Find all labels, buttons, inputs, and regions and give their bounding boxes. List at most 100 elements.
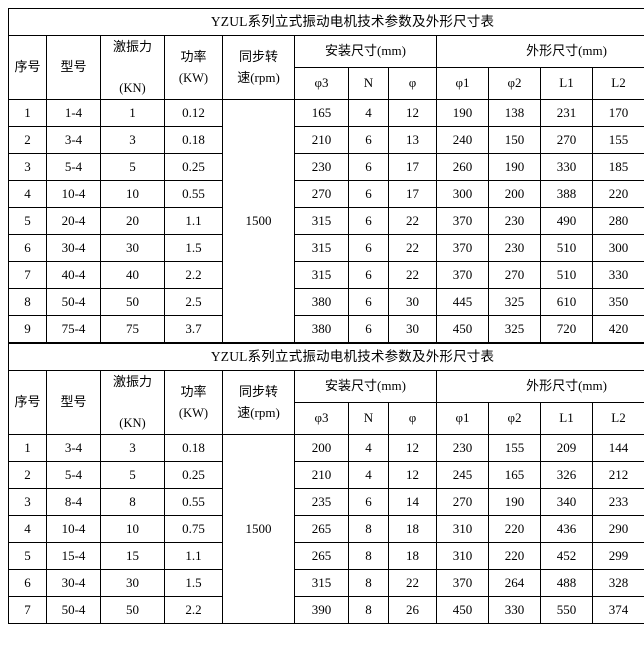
table-1-title: YZUL系列立式振动电机技术参数及外形尺寸表 [7,8,644,36]
cell-n: 6 [348,315,389,343]
cell-seq: 3 [8,488,47,516]
cell-model: 10-4 [46,180,101,208]
cell-l2: 299 [592,542,644,570]
cell-l2: 170 [592,99,644,127]
cell-force: 50 [100,596,165,624]
cell-force: 50 [100,288,165,316]
cell-phi2: 330 [488,596,541,624]
cell-seq: 1 [8,434,47,462]
cell-model: 15-4 [46,542,101,570]
table-row: 1 3-4 3 0.18 1500 200 4 12 230 155 209 1… [8,434,644,624]
cell-l2: 280 [592,207,644,235]
cell-seq: 3 [8,153,47,181]
cell-seq: 6 [8,234,47,262]
cell-power: 1.5 [164,234,223,262]
cell-power: 2.2 [164,261,223,289]
table-row: 1 1-4 1 0.12 1500 165 4 12 190 138 231 1… [8,99,644,343]
cell-sync-speed: 1500 [222,99,295,343]
header-n: N [348,402,389,435]
cell-n: 6 [348,234,389,262]
cell-phi3: 210 [294,461,349,489]
spec-table-1: YZUL系列立式振动电机技术参数及外形尺寸表 序号 型号 激振力 (KN) [7,8,644,343]
cell-phi1: 370 [436,234,489,262]
cell-l2: 185 [592,153,644,181]
cell-seq: 7 [8,261,47,289]
header-rpm-line1: 同步转 [238,383,278,399]
header-rpm-line2: 速(rpm) [237,404,280,420]
header-power-unit: (KW) [178,70,209,85]
cell-force: 8 [100,488,165,516]
cell-phi1: 230 [436,434,489,462]
cell-l2: 330 [592,261,644,289]
cell-force: 75 [100,315,165,343]
cell-l1: 490 [540,207,593,235]
cell-phi3: 315 [294,261,349,289]
header-n: N [348,67,389,100]
cell-l1: 488 [540,569,593,597]
cell-phi: 12 [388,434,437,462]
cell-l1: 231 [540,99,593,127]
cell-phi2: 230 [488,207,541,235]
cell-model: 50-4 [46,288,101,316]
cell-model: 30-4 [46,234,101,262]
cell-model: 5-4 [46,153,101,181]
header-phi2: φ2 [488,67,541,100]
cell-force: 5 [100,153,165,181]
cell-phi: 30 [388,288,437,316]
header-phi1: φ1 [436,402,489,435]
cell-power: 0.25 [164,153,223,181]
cell-seq: 2 [8,126,47,154]
cell-n: 4 [348,99,389,127]
cell-power: 2.5 [164,288,223,316]
cell-force: 3 [100,126,165,154]
spec-table-2: YZUL系列立式振动电机技术参数及外形尺寸表 序号 型号 激振力 (KN) [7,343,644,624]
cell-phi3: 315 [294,207,349,235]
header-power-name: 功率 [180,383,207,399]
cell-n: 6 [348,488,389,516]
cell-n: 4 [348,434,389,462]
cell-phi3: 270 [294,180,349,208]
cell-phi: 22 [388,569,437,597]
cell-l1: 326 [540,461,593,489]
cell-l1: 720 [540,315,593,343]
cell-power: 0.25 [164,461,223,489]
table-row: 7 40-4 40 2.2 315 6 22 370 270 510 330 1… [8,261,644,289]
cell-l2: 233 [592,488,644,516]
header-model-text: 型号 [60,59,87,75]
header-force-unit: (KN) [119,416,146,431]
table-row: 5 15-4 15 1.1 265 8 18 310 220 452 299 1… [8,542,644,570]
table-row: 7 50-4 50 2.2 390 8 26 450 330 550 374 1… [8,596,644,624]
cell-phi1: 445 [436,288,489,316]
cell-phi3: 265 [294,515,349,543]
header-force-unit: (KN) [119,81,146,96]
table-row: 5 20-4 20 1.1 315 6 22 370 230 490 280 1… [8,207,644,235]
cell-power: 3.7 [164,315,223,343]
cell-power: 1.1 [164,207,223,235]
cell-model: 50-4 [46,596,101,624]
cell-phi2: 325 [488,288,541,316]
cell-model: 20-4 [46,207,101,235]
cell-l1: 436 [540,515,593,543]
cell-n: 6 [348,261,389,289]
header-model: 型号 [46,370,101,435]
cell-phi2: 230 [488,234,541,262]
cell-phi1: 270 [436,488,489,516]
cell-phi3: 315 [294,569,349,597]
header-l2: L2 [592,67,644,100]
header-power-unit: (KW) [178,405,209,420]
cell-force: 15 [100,542,165,570]
cell-seq: 1 [8,99,47,127]
cell-phi3: 165 [294,99,349,127]
cell-l2: 144 [592,434,644,462]
cell-seq: 7 [8,596,47,624]
table-row: 8 50-4 50 2.5 380 6 30 445 325 610 350 2… [8,288,644,316]
cell-l2: 420 [592,315,644,343]
cell-n: 8 [348,569,389,597]
header-seq-text: 序号 [14,59,41,75]
header-outline-group: 外形尺寸(mm) [435,35,644,68]
cell-l1: 270 [540,126,593,154]
cell-force: 1 [100,99,165,127]
cell-phi1: 300 [436,180,489,208]
cell-phi: 22 [388,234,437,262]
